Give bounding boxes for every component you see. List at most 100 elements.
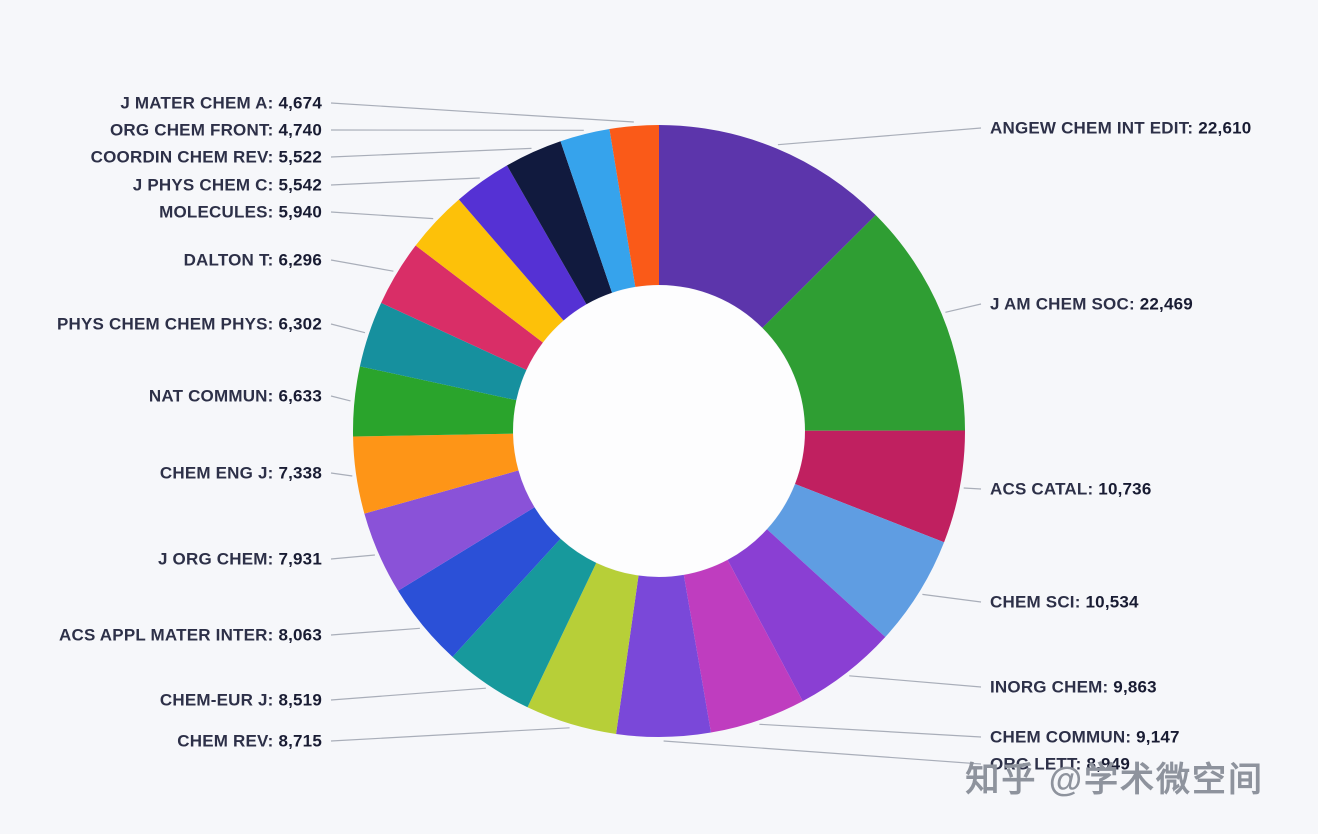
segment-label-name: PHYS CHEM CHEM PHYS (56, 314, 268, 334)
donut-segment-acs-appl-mater-inter (398, 507, 561, 657)
leader-line-nat-commun (330, 395, 351, 402)
leader-line-chem-commun (759, 723, 982, 738)
segment-label-value: 8,519 (278, 690, 322, 710)
leader-line-coordin-chem-rev (330, 147, 532, 158)
segment-label-chem-eng-j: CHEM ENG J: 7,338 (160, 465, 322, 482)
segment-label-value: 6,633 (278, 386, 322, 406)
segment-label-name: ACS CATAL (990, 479, 1088, 499)
donut-segment-acs-catal (795, 430, 966, 543)
segment-label-j-phys-chem-c: J PHYS CHEM C: 5,542 (133, 177, 322, 194)
leader-line-dalton-t (330, 259, 394, 272)
leader-line-angew-chem-int-edit (777, 127, 982, 146)
segment-label-value: 22,610 (1198, 118, 1252, 138)
segment-label-chem-sci: CHEM SCI: 10,534 (990, 594, 1139, 611)
segment-label-name: INORG CHEM (990, 677, 1103, 697)
segment-label-j-org-chem: J ORG CHEM: 7,931 (158, 551, 322, 568)
segment-label-value: 9,863 (1113, 677, 1157, 697)
segment-label-j-mater-chem-a: J MATER CHEM A: 4,674 (120, 95, 322, 112)
segment-label-j-am-chem-soc: J AM CHEM SOC: 22,469 (990, 296, 1193, 313)
leader-line-chem-eng-j (330, 472, 353, 477)
segment-label-chem-eur-j: CHEM-EUR J: 8,519 (160, 692, 322, 709)
leader-line-j-phys-chem-c (330, 177, 480, 186)
segment-label-value: 4,740 (278, 120, 322, 140)
segment-label-value: 4,674 (278, 93, 322, 113)
segment-label-chem-commun: CHEM COMMUN: 9,147 (990, 729, 1180, 746)
segment-label-phys-chem-chem-phys: PHYS CHEM CHEM PHYS: 6,302 (57, 316, 322, 333)
segment-label-separator: : (1187, 118, 1199, 138)
segment-label-acs-catal: ACS CATAL: 10,736 (990, 481, 1152, 498)
segment-label-value: 6,296 (278, 250, 322, 270)
segment-label-name: J AM CHEM SOC (990, 294, 1129, 314)
segment-label-name: ORG CHEM FRONT (109, 120, 268, 140)
segment-label-separator: : (267, 625, 279, 645)
leader-line-chem-sci (922, 593, 982, 603)
segment-label-name: CHEM ENG J (159, 463, 268, 483)
segment-label-dalton-t: DALTON T: 6,296 (184, 252, 322, 269)
donut-hole (513, 285, 805, 577)
segment-label-value: 8,949 (1086, 754, 1130, 774)
segment-label-name: MOLECULES (159, 202, 268, 222)
leader-line-j-am-chem-soc (945, 303, 982, 313)
segment-label-nat-commun: NAT COMMUN: 6,633 (149, 388, 322, 405)
leader-line-j-org-chem (330, 554, 375, 560)
donut-segment-j-am-chem-soc (762, 214, 965, 431)
segment-label-value: 8,715 (278, 731, 322, 751)
segment-label-separator: : (267, 175, 279, 195)
segment-label-inorg-chem: INORG CHEM: 9,863 (990, 679, 1157, 696)
leader-line-org-lett (663, 740, 982, 765)
segment-label-name: CHEM-EUR J (159, 690, 268, 710)
segment-label-name: COORDIN CHEM REV (90, 147, 268, 167)
segment-label-name: CHEM REV (177, 731, 268, 751)
segment-label-org-chem-front: ORG CHEM FRONT: 4,740 (110, 122, 322, 139)
leader-line-chem-rev (330, 727, 570, 742)
leader-line-phys-chem-chem-phys (330, 323, 366, 334)
donut-segment-inorg-chem (727, 529, 886, 702)
donut-segment-chem-eng-j (353, 433, 519, 514)
segment-label-angew-chem-int-edit: ANGEW CHEM INT EDIT: 22,610 (990, 120, 1251, 137)
donut-segment-phys-chem-chem-phys (359, 302, 527, 401)
segment-label-separator: : (1075, 754, 1087, 774)
segment-label-separator: : (267, 386, 279, 406)
segment-label-name: J PHYS CHEM C (132, 175, 268, 195)
segment-label-molecules: MOLECULES: 5,940 (159, 204, 322, 221)
donut-segment-org-lett (616, 574, 711, 738)
segment-label-separator: : (267, 202, 279, 222)
segment-label-value: 10,534 (1085, 592, 1139, 612)
segment-label-separator: : (267, 93, 279, 113)
donut-segment-nat-commun (352, 366, 517, 437)
segment-label-separator: : (267, 120, 279, 140)
donut-segment-molecules (415, 199, 564, 343)
segment-label-name: CHEM COMMUN (990, 727, 1126, 747)
donut-segment-j-mater-chem-a (609, 125, 659, 287)
segment-label-name: ACS APPL MATER INTER (59, 625, 268, 645)
watermark: 知乎 @学术微空间 (965, 761, 1264, 799)
segment-label-value: 6,302 (278, 314, 322, 334)
segment-label-name: NAT COMMUN (148, 386, 268, 406)
donut-segment-chem-eur-j (452, 538, 597, 708)
segment-label-value: 5,522 (278, 147, 322, 167)
segment-label-name: CHEM SCI (990, 592, 1075, 612)
segment-label-coordin-chem-rev: COORDIN CHEM REV: 5,522 (91, 149, 322, 166)
donut-segment-dalton-t (381, 245, 543, 370)
segment-label-value: 22,469 (1139, 294, 1193, 314)
donut-segment-chem-sci (766, 484, 945, 637)
leader-line-chem-eur-j (330, 687, 486, 701)
donut-segment-j-org-chem (364, 470, 535, 591)
donut-segment-chem-rev (527, 562, 639, 734)
segment-label-separator: : (267, 731, 279, 751)
segment-label-separator: : (267, 549, 279, 569)
leader-line-acs-catal (963, 487, 982, 490)
segment-label-separator: : (267, 690, 279, 710)
leader-line-molecules (330, 211, 434, 220)
segment-label-separator: : (1128, 294, 1140, 314)
segment-label-chem-rev: CHEM REV: 8,715 (177, 733, 322, 750)
donut-segment-j-phys-chem-c (458, 165, 587, 321)
donut-segment-angew-chem-int-edit (659, 125, 876, 328)
segment-label-name: J ORG CHEM (157, 549, 268, 569)
segment-label-value: 10,736 (1098, 479, 1152, 499)
segment-label-value: 5,940 (278, 202, 322, 222)
segment-label-separator: : (267, 147, 279, 167)
segment-label-separator: : (267, 250, 279, 270)
